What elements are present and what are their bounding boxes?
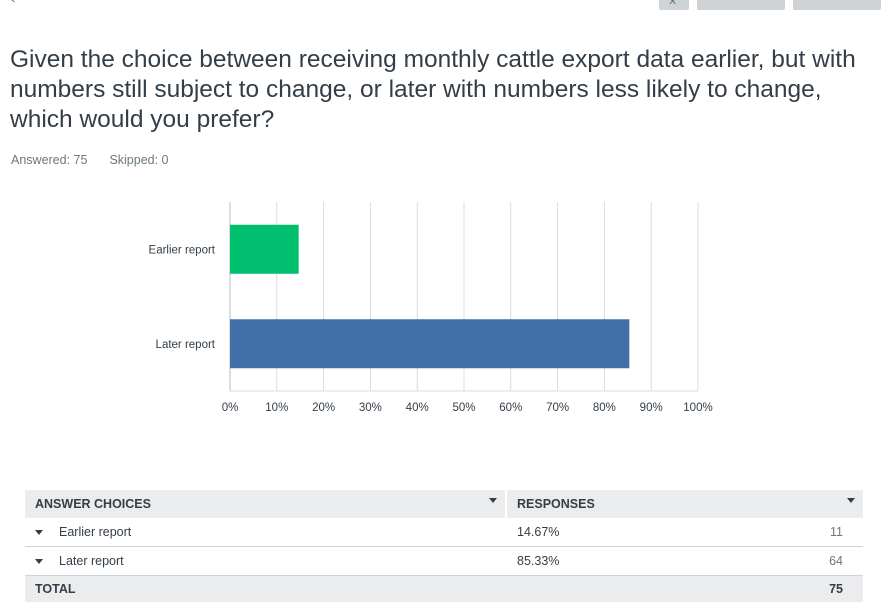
response-cell: 85.33% 64 — [507, 547, 863, 575]
x-tick-label: 30% — [359, 402, 382, 414]
total-label-cell: TOTAL — [25, 576, 507, 602]
x-tick-label: 10% — [265, 402, 288, 414]
response-count: 64 — [829, 554, 843, 568]
answered-count: Answered: 75 — [11, 153, 88, 167]
expand-caret-icon[interactable] — [35, 529, 43, 535]
export-button[interactable] — [697, 0, 785, 10]
x-tick-label: 50% — [452, 402, 475, 414]
expand-caret-icon[interactable] — [35, 558, 43, 564]
answer-choices-label: ANSWER CHOICES — [35, 497, 151, 511]
responses-label: RESPONSES — [517, 497, 595, 511]
x-tick-label: 70% — [546, 402, 569, 414]
total-count: 75 — [829, 582, 843, 596]
back-chevron-icon[interactable]: ‹ — [10, 0, 15, 8]
table-header: ANSWER CHOICES RESPONSES — [25, 490, 863, 518]
table-row: Earlier report 14.67% 11 — [25, 518, 863, 547]
x-tick-label: 100% — [683, 402, 712, 414]
sort-caret-icon[interactable] — [489, 498, 497, 503]
bar — [230, 224, 299, 274]
category-label: Later report — [156, 339, 216, 351]
x-tick-label: 40% — [406, 402, 429, 414]
responses-header[interactable]: RESPONSES — [507, 490, 863, 518]
choice-cell: Later report — [25, 547, 507, 575]
sort-caret-icon[interactable] — [847, 498, 855, 503]
answer-choices-header[interactable]: ANSWER CHOICES — [25, 490, 507, 518]
category-label: Earlier report — [149, 244, 216, 256]
x-tick-label: 60% — [499, 402, 522, 414]
x-tick-label: 90% — [640, 402, 663, 414]
top-actions: ✕ — [659, 0, 881, 10]
table-total-row: TOTAL 75 — [25, 576, 863, 602]
table-row: Later report 85.33% 64 — [25, 547, 863, 576]
share-button[interactable] — [793, 0, 881, 10]
x-tick-label: 0% — [222, 402, 239, 414]
x-tick-label: 20% — [312, 402, 335, 414]
response-count: 11 — [830, 525, 843, 539]
total-count-cell: 75 — [507, 576, 863, 602]
x-tick-label: 80% — [593, 402, 616, 414]
question-title: Given the choice between receiving month… — [10, 46, 856, 133]
total-label: TOTAL — [35, 582, 76, 596]
responses-table: ANSWER CHOICES RESPONSES Earlier report … — [25, 490, 863, 602]
choice-cell: Earlier report — [25, 518, 507, 546]
response-cell: 14.67% 11 — [507, 518, 863, 546]
response-percent: 85.33% — [517, 554, 560, 568]
choice-label: Earlier report — [59, 525, 132, 539]
pin-button[interactable]: ✕ — [659, 0, 689, 10]
bar-chart: 0% 10% 20% 30% 40% 50% 60% 70% 80% 90% 100% Earlier… — [149, 202, 713, 414]
choice-label: Later report — [59, 554, 124, 568]
skipped-count: Skipped: 0 — [109, 153, 169, 167]
pin-icon: ✕ — [668, 0, 678, 8]
question-stats: Answered: 75 Skipped: 0 — [11, 153, 169, 167]
response-percent: 14.67% — [517, 525, 560, 539]
bar — [230, 319, 630, 369]
